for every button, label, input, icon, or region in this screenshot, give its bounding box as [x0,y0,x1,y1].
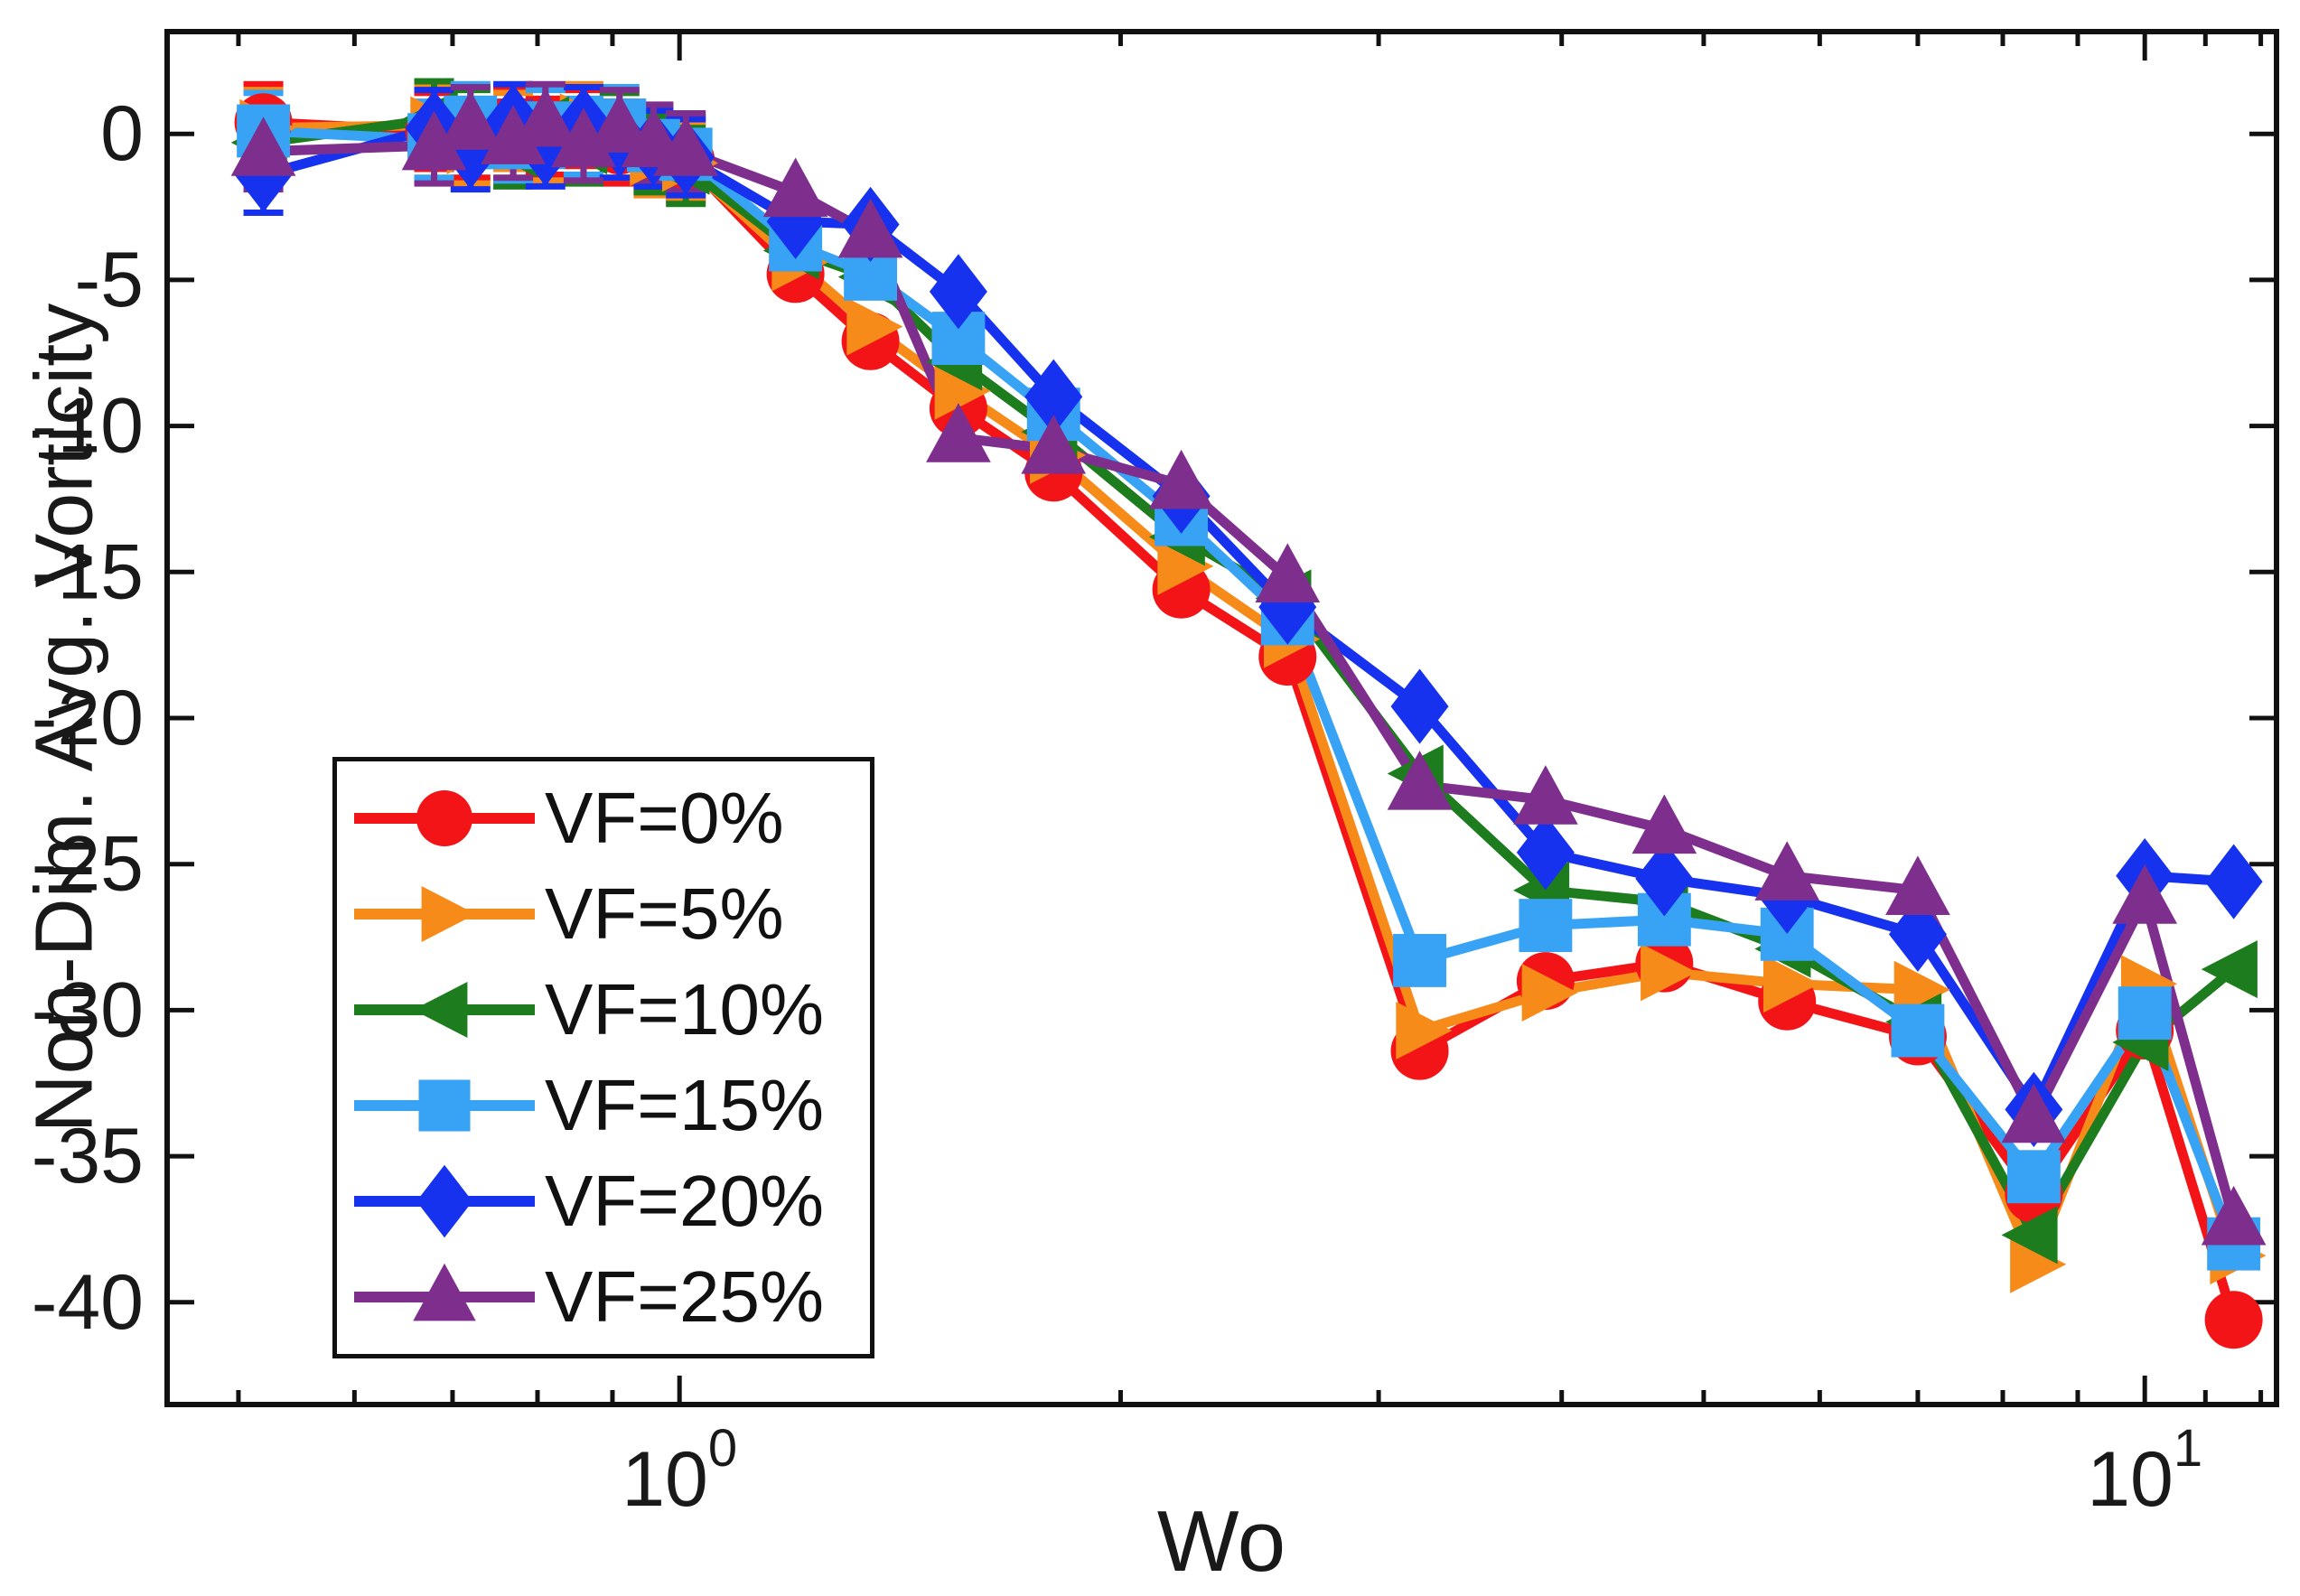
marker-vf-25 [762,157,828,218]
marker-vf-25 [837,198,903,258]
legend-marker-vf-5 [421,886,476,942]
x-tick-label: 101 [2087,1419,2202,1523]
marker-vf-20 [929,254,987,330]
legend-marker-vf-0 [416,790,472,846]
y-axis-label: Non-Dim. Avg. Vorticity [19,303,110,1134]
legend-sample-vf-25 [354,1263,535,1321]
y-tick-label: -30 [32,966,144,1053]
marker-vf-25 [230,117,296,176]
legend-sample-vf-20 [354,1164,535,1238]
marker-vf-5 [1641,943,1697,1002]
marker-vf-25 [2112,864,2178,924]
marker-vf-15 [2118,986,2172,1041]
y-tick-label: -35 [32,1113,144,1199]
legend-item-vf-5: VF=5% [350,866,845,962]
y-tick-label: -40 [32,1259,144,1346]
marker-vf-5 [846,297,903,356]
y-tick-label: -10 [32,383,144,470]
legend-label: VF=20% [545,1161,825,1241]
legend-item-vf-0: VF=0% [350,770,845,866]
legend-label: VF=0% [545,778,784,858]
axis-ticks [167,32,2277,1405]
legend-item-vf-25: VF=25% [350,1249,845,1345]
legend-item-vf-20: VF=20% [350,1153,845,1249]
marker-vf-5 [934,361,991,420]
legend-label: VF=5% [545,873,784,954]
marker-vf-25 [481,105,546,164]
legend-label: VF=25% [545,1256,825,1337]
marker-vf-25 [1021,415,1087,474]
legend-item-vf-10: VF=10% [350,962,845,1058]
marker-vf-20 [1516,815,1575,891]
marker-vf-25 [1513,765,1578,825]
marker-vf-10 [2001,1206,2058,1265]
series-markers-vf-25 [230,87,2267,1246]
marker-vf-25 [1148,449,1214,509]
marker-vf-25 [401,110,467,171]
marker-vf-25 [1885,855,1950,916]
marker-vf-5 [1157,537,1214,595]
marker-vf-5 [1396,1002,1453,1060]
marker-vf-15 [1519,899,1573,953]
marker-vf-5 [2010,1235,2067,1293]
marker-vf-25 [1632,794,1697,854]
marker-vf-15 [1891,1003,1945,1058]
marker-vf-20 [1024,359,1083,434]
x-axis-label: Wo [1156,1493,1286,1590]
marker-vf-25 [1754,841,1820,901]
legend-sample-vf-0 [354,790,535,846]
legend-marker-vf-25 [413,1263,476,1321]
legend-marker-vf-15 [418,1079,471,1132]
legend-item-vf-15: VF=15% [350,1058,845,1153]
marker-vf-0 [2204,1291,2263,1349]
marker-vf-25 [653,117,719,176]
marker-vf-25 [512,87,578,147]
y-tick-label: -5 [75,237,144,323]
axes-frame [164,29,2279,1407]
marker-vf-25 [2201,1185,2267,1246]
marker-vf-5 [1762,955,1820,1013]
marker-vf-15 [1393,933,1446,987]
y-tick-label: -15 [32,528,144,615]
legend-label: VF=15% [545,1065,825,1145]
marker-vf-25 [1255,543,1321,602]
legend-marker-vf-10 [413,982,468,1038]
y-tick-label: -20 [32,675,144,761]
legend-sample-vf-5 [354,886,535,942]
marker-vf-25 [926,403,991,462]
legend-sample-vf-15 [354,1079,535,1132]
legend: VF=0% VF=5% VF=10% VF=15% VF=20% VF=25% [332,757,874,1358]
y-tick-label: 0 [100,90,144,177]
marker-vf-20 [1390,668,1449,744]
marker-vf-20 [1635,841,1694,917]
marker-vf-25 [1387,750,1453,810]
marker-vf-20 [1888,896,1947,972]
legend-sample-vf-10 [354,982,535,1038]
marker-vf-10 [2201,940,2258,999]
marker-vf-5 [1521,964,1578,1022]
y-tick-label: -25 [32,821,144,908]
marker-vf-20 [2204,844,2263,919]
x-tick-label: 100 [622,1419,737,1523]
legend-label: VF=10% [545,969,825,1050]
marker-vf-25 [2001,1083,2067,1143]
marker-vf-25 [437,90,503,150]
marker-vf-15 [2006,1150,2061,1204]
marker-vf-25 [586,93,652,153]
legend-marker-vf-20 [416,1164,472,1238]
